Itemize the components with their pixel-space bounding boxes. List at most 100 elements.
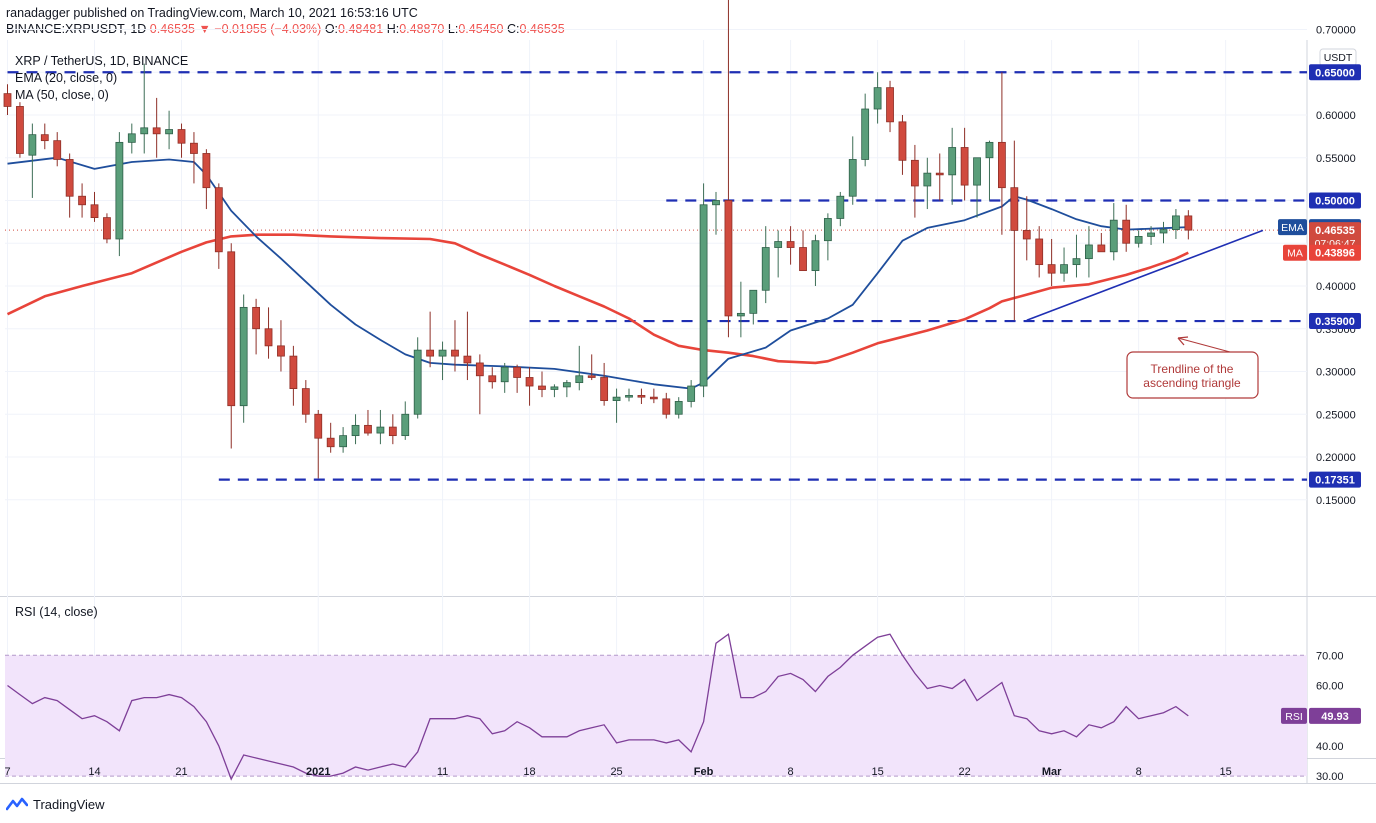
candle-body [612, 396, 621, 401]
candle [165, 110, 173, 150]
time-tick-label: 21 [175, 766, 187, 778]
annotation-arrow-icon [1177, 336, 1189, 346]
candle-body [326, 437, 335, 448]
candle-body [923, 172, 932, 187]
candle-body [239, 306, 248, 407]
candle [1047, 238, 1056, 286]
candle-body [811, 240, 820, 272]
candle-body [28, 134, 37, 156]
candle-body [103, 217, 111, 240]
candle-body [1097, 244, 1106, 253]
candle [264, 307, 273, 359]
candle-body [264, 328, 273, 347]
ascending-trendline[interactable] [1026, 229, 1264, 321]
candle-body [1022, 230, 1031, 240]
candle [600, 362, 609, 406]
candle [314, 409, 323, 479]
candle-body [1109, 219, 1118, 253]
rsi-band [5, 655, 1307, 777]
candle-body [339, 435, 348, 448]
candle-body [475, 362, 484, 377]
time-tick-label: 18 [523, 766, 535, 778]
candle-body [40, 134, 49, 142]
candle-body [699, 204, 708, 387]
candle-body [935, 172, 944, 176]
candle [1072, 234, 1081, 278]
legend-ema[interactable]: EMA (20, close, 0) [15, 71, 118, 85]
price-tag-value: 0.46535 [1315, 225, 1355, 237]
candle-body [1085, 244, 1093, 260]
candle-body [1047, 264, 1056, 274]
candle [637, 388, 646, 404]
candle-body [786, 241, 795, 248]
candle [898, 115, 907, 175]
rsi-value-label: 49.93 [1321, 711, 1349, 723]
candle [1097, 232, 1106, 253]
candle [823, 213, 832, 261]
annotation-box[interactable] [1126, 351, 1259, 399]
candle-body [1035, 238, 1044, 266]
candle-body [861, 108, 870, 160]
candle [861, 93, 870, 167]
candle [873, 72, 882, 124]
legend-pair[interactable]: XRP / TetherUS, 1D, BINANCE [15, 54, 189, 68]
candle [836, 191, 845, 227]
candle [115, 132, 124, 257]
candle [78, 183, 86, 218]
ema-tag-badge [1278, 219, 1307, 236]
legend-rsi[interactable]: RSI (14, close) [15, 605, 98, 619]
time-tick-label: 15 [1220, 766, 1232, 778]
candle [973, 157, 981, 218]
candle-body [3, 93, 12, 107]
candle [3, 84, 12, 115]
candle-body [625, 395, 633, 398]
candle-body [65, 159, 74, 197]
candle-body [214, 187, 223, 253]
candle-body [488, 375, 497, 383]
rsi-tag-label: RSI [1285, 711, 1303, 723]
candle-body [78, 195, 86, 206]
candle [1035, 226, 1044, 278]
tradingview-branding[interactable]: TradingView [6, 796, 105, 812]
candle [1022, 196, 1031, 261]
candle [786, 226, 795, 265]
candle-body [401, 413, 410, 437]
candle-body [600, 377, 609, 401]
candle [1134, 230, 1143, 248]
candle-body [973, 157, 981, 186]
candle-body [152, 127, 161, 135]
rsi-tag-badge [1281, 707, 1307, 724]
candle [575, 345, 584, 391]
candle [1085, 226, 1093, 278]
candle [475, 354, 484, 415]
level-tag-label: 0.50000 [1315, 196, 1355, 208]
candle-body [948, 147, 957, 176]
time-tick-label: 14 [88, 766, 100, 778]
candle-body [16, 106, 24, 154]
price-tag [1309, 222, 1361, 253]
candle [811, 234, 820, 286]
candle-body [202, 153, 211, 189]
candle-body [550, 386, 559, 390]
candle-body [1010, 187, 1019, 231]
legend-ma[interactable]: MA (50, close, 0) [15, 88, 109, 102]
rsi-tick-label: 60.00 [1316, 681, 1344, 693]
candle [910, 144, 919, 218]
candle [289, 345, 298, 406]
price-tick-label: 0.20000 [1316, 452, 1356, 464]
candle-body [1122, 219, 1131, 244]
candle [736, 281, 745, 338]
level-tag [1309, 471, 1361, 488]
candle [438, 341, 447, 381]
candle-body [799, 247, 807, 272]
candle-body [140, 127, 149, 135]
candle [699, 183, 708, 398]
price-tick-label: 0.70000 [1316, 25, 1356, 37]
candle [326, 422, 335, 453]
candle [53, 132, 62, 167]
candle [749, 289, 758, 325]
candle [376, 409, 385, 445]
candle-body [500, 366, 509, 383]
time-tick-label: 25 [610, 766, 622, 778]
